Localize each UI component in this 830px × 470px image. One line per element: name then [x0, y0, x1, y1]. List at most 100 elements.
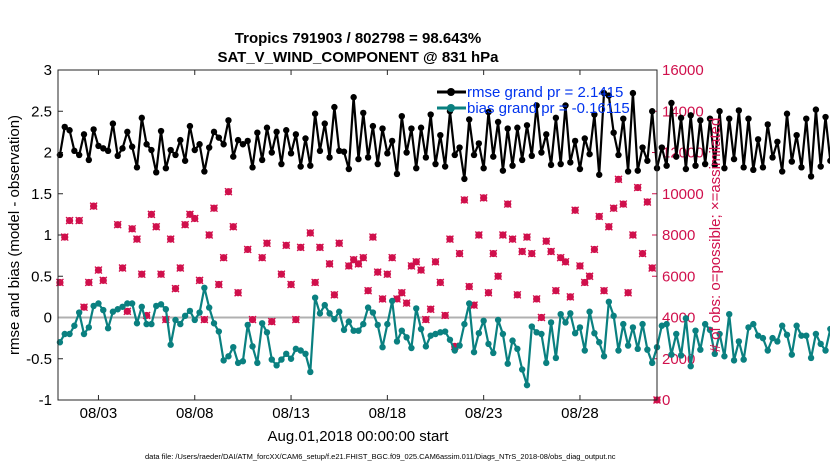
obs-assimilated-point: [441, 311, 450, 320]
rmse-point: [711, 161, 718, 169]
obs-assimilated-point: [210, 204, 219, 213]
rmse-point: [225, 117, 232, 124]
bias-point: [490, 349, 497, 357]
obs-assimilated-stroke: [200, 315, 209, 324]
obs-assimilated-stroke: [214, 280, 223, 289]
bias-point: [138, 303, 145, 310]
obs-assimilated-stroke: [484, 288, 493, 297]
rmse-point: [735, 107, 743, 114]
bias-point: [499, 330, 507, 338]
bias-point: [552, 354, 560, 362]
rmse-point: [827, 157, 830, 164]
obs-assimilated-stroke: [234, 288, 243, 297]
obs-assimilated-point: [397, 288, 406, 297]
x-tick-label: 08/18: [369, 405, 407, 422]
bias-point: [167, 341, 174, 348]
obs-assimilated-point: [513, 290, 522, 299]
obs-assimilated-stroke: [624, 288, 633, 297]
obs-assimilated-point: [176, 264, 185, 272]
obs-assimilated-stroke: [243, 245, 252, 254]
rmse-point: [615, 151, 622, 159]
bias-point: [408, 344, 415, 352]
obs-assimilated-point: [575, 261, 584, 270]
rmse-point: [788, 158, 796, 165]
obs-assimilated-point: [224, 187, 233, 196]
obs-assimilated-point: [426, 305, 435, 314]
bias-point: [750, 320, 757, 328]
bias-point: [95, 300, 102, 307]
rmse-point: [648, 108, 656, 115]
obs-assimilated-stroke: [648, 264, 657, 272]
obs-assimilated-stroke: [123, 307, 132, 316]
obs-assimilated-point: [455, 249, 464, 258]
obs-assimilated-stroke: [412, 257, 421, 266]
rmse-point: [71, 147, 78, 155]
rmse-point: [803, 115, 810, 122]
obs-assimilated-point: [571, 206, 580, 215]
obs-assimilated-stroke: [378, 294, 387, 303]
bias-point: [263, 329, 271, 336]
rmse-point: [100, 145, 107, 152]
obs-assimilated-stroke: [498, 231, 507, 239]
rmse-point: [162, 164, 170, 172]
rmse-point: [143, 141, 150, 148]
rmse-point: [807, 173, 815, 180]
rmse-point: [740, 164, 747, 171]
bias-point: [778, 322, 786, 329]
bias-point: [379, 344, 386, 351]
y-tick-label: 1: [44, 227, 52, 244]
rmse-point: [456, 144, 463, 151]
obs-assimilated-stroke: [185, 210, 194, 219]
rmse-point: [369, 122, 377, 130]
rmse-point: [119, 145, 126, 152]
rmse-point: [85, 156, 93, 164]
plot-frame: [57, 69, 658, 401]
obs-assimilated-stroke: [638, 249, 647, 258]
x-tick-label: 08/23: [465, 405, 503, 422]
obs-assimilated-point: [282, 241, 291, 250]
obs-assimilated-stroke: [503, 200, 512, 209]
legend: rmse grand pr = 2.1415 bias grand pr = -…: [437, 84, 630, 117]
obs-assimilated-stroke: [508, 235, 517, 244]
obs-assimilated-stroke: [190, 214, 199, 223]
rmse-point: [167, 146, 174, 154]
bias-point: [673, 330, 680, 338]
rmse-point: [302, 135, 309, 142]
obs-assimilated-stroke: [267, 317, 276, 326]
obs-assimilated-point: [522, 233, 531, 242]
obs-assimilated-point: [600, 286, 609, 295]
bias-point: [205, 304, 213, 311]
rmse-point: [793, 131, 800, 139]
rmse-point: [437, 131, 444, 139]
rmse-point: [311, 110, 319, 117]
rmse-point: [181, 157, 189, 164]
obs-assimilated-point: [157, 270, 166, 279]
bias-point: [66, 330, 73, 338]
bias-point: [576, 324, 584, 331]
obs-assimilated-stroke: [373, 268, 382, 277]
bias-point: [817, 340, 824, 348]
bias-point: [186, 307, 194, 315]
bias-point: [244, 321, 251, 329]
obs-assimilated-point: [89, 202, 98, 211]
obs-assimilated-stroke: [590, 245, 599, 254]
bias-point: [124, 300, 131, 307]
obs-assimilated-point: [335, 239, 344, 248]
rmse-point: [191, 146, 198, 154]
rmse-point: [759, 164, 767, 171]
obs-assimilated-point: [431, 257, 440, 266]
obs-assimilated-stroke: [566, 292, 575, 301]
obs-assimilated-stroke: [152, 222, 161, 231]
obs-assimilated-point: [113, 220, 122, 229]
obs-assimilated-stroke: [633, 183, 642, 192]
obs-assimilated-stroke: [210, 204, 219, 213]
rmse-point: [124, 128, 131, 136]
rmse-point: [509, 162, 516, 169]
obs-assimilated-point: [190, 214, 199, 223]
obs-assimilated-stroke: [426, 305, 435, 314]
obs-assimilated-point: [132, 235, 141, 244]
bias-point: [239, 358, 247, 365]
x-tick-label: 08/28: [561, 405, 599, 422]
bias-point: [745, 324, 752, 331]
bias-point: [350, 327, 357, 334]
